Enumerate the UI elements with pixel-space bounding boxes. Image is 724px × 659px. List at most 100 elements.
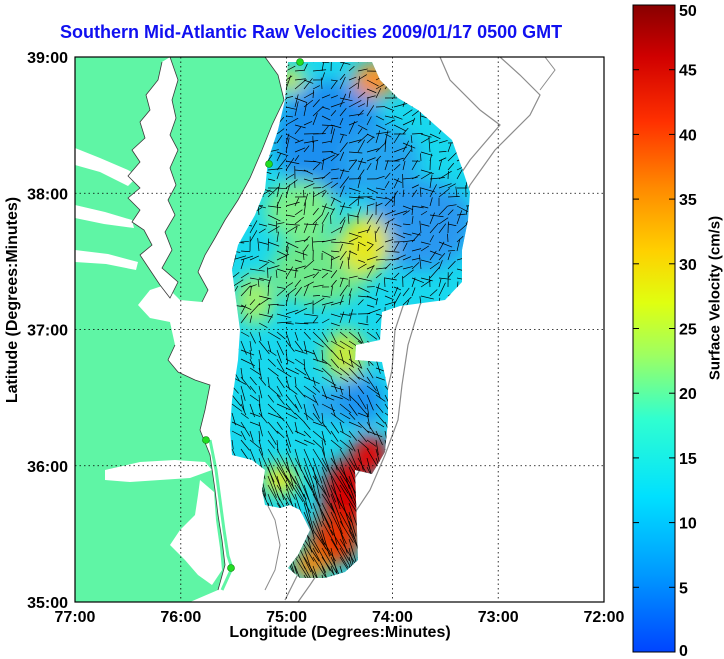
velocity-arrow <box>321 421 332 435</box>
velocity-arrow <box>312 565 322 578</box>
velocity-arrow <box>384 277 397 281</box>
velocity-arrow <box>384 196 394 202</box>
station-marker[interactable] <box>265 160 273 168</box>
velocity-arrow <box>249 394 259 402</box>
velocity-arrow <box>330 128 335 144</box>
velocity-arrow <box>303 367 311 380</box>
velocity-arrow <box>285 367 300 375</box>
velocity-arrow <box>267 403 277 413</box>
velocity-arrow <box>276 331 286 340</box>
velocity-arrow <box>402 256 412 261</box>
velocity-arrow <box>285 475 304 503</box>
velocity-arrow <box>357 206 362 216</box>
velocity-arrow <box>303 121 313 126</box>
velocity-arrow <box>357 160 367 164</box>
colorbar <box>632 4 676 653</box>
velocity-arrow <box>276 183 281 198</box>
station-marker[interactable] <box>227 564 235 572</box>
velocity-arrow <box>330 215 332 225</box>
velocity-arrow <box>321 94 331 99</box>
velocity-arrow <box>366 295 378 301</box>
velocity-arrow <box>339 205 352 209</box>
velocity-arrow <box>420 241 431 245</box>
velocity-arrow <box>438 151 447 153</box>
velocity-arrow <box>240 250 251 253</box>
y-tick-label: 37:00 <box>27 323 68 340</box>
velocity-arrow <box>312 349 319 362</box>
station-marker[interactable] <box>296 58 304 66</box>
velocity-arrow <box>375 226 380 234</box>
velocity-arrow <box>276 313 291 318</box>
velocity-arrow <box>411 174 420 180</box>
velocity-arrow <box>321 466 336 503</box>
velocity-arrow <box>312 240 325 243</box>
velocity-arrow <box>240 241 249 243</box>
velocity-arrow <box>303 302 313 306</box>
velocity-arrow <box>411 184 419 189</box>
velocity-arrow <box>384 106 395 112</box>
velocity-arrow <box>285 376 290 390</box>
velocity-arrow <box>420 295 434 300</box>
velocity-arrow <box>419 111 422 126</box>
velocity-arrow <box>348 403 358 416</box>
velocity-arrow <box>267 214 281 222</box>
velocity-arrow <box>339 538 356 564</box>
velocity-arrow <box>357 229 370 234</box>
velocity-arrow <box>258 295 272 300</box>
velocity-arrow <box>257 238 260 252</box>
velocity-arrow <box>366 264 375 279</box>
velocity-arrow <box>384 133 392 138</box>
velocity-arrow <box>303 178 314 183</box>
velocity-arrow <box>312 85 320 90</box>
velocity-arrow <box>429 222 439 234</box>
velocity-arrow <box>366 394 374 411</box>
velocity-arrow <box>429 174 433 189</box>
velocity-arrow <box>366 116 372 126</box>
velocity-arrow <box>330 394 343 400</box>
velocity-arrow <box>366 245 374 252</box>
velocity-arrow <box>294 279 301 288</box>
velocity-arrow <box>411 160 418 171</box>
velocity-arrow <box>402 242 408 252</box>
velocity-arrow <box>366 331 378 340</box>
velocity-arrow <box>303 484 313 510</box>
velocity-arrow <box>312 457 323 484</box>
velocity-arrow <box>330 110 337 117</box>
velocity-arrow <box>438 183 452 189</box>
velocity-arrow <box>321 301 334 306</box>
velocity-arrow <box>330 538 349 569</box>
velocity-arrow <box>303 103 307 117</box>
velocity-arrow <box>312 295 321 297</box>
velocity-arrow <box>366 385 380 396</box>
velocity-arrow <box>303 283 310 297</box>
velocity-arrow <box>240 385 246 401</box>
velocity-arrow <box>258 430 261 442</box>
velocity-arrow <box>249 421 260 426</box>
velocity-arrow <box>267 226 280 234</box>
velocity-arrow <box>285 115 294 118</box>
velocity-arrow <box>330 430 339 442</box>
velocity-arrow <box>258 263 268 270</box>
velocity-arrow <box>447 143 452 153</box>
velocity-arrow <box>375 196 387 200</box>
velocity-arrow <box>312 367 324 373</box>
velocity-arrow <box>456 168 464 180</box>
velocity-arrow <box>357 412 369 418</box>
velocity-arrow <box>267 259 275 264</box>
velocity-arrow <box>285 160 300 165</box>
velocity-arrow <box>276 231 279 243</box>
velocity-arrow <box>231 439 234 450</box>
velocity-arrow <box>366 187 378 194</box>
velocity-arrow <box>348 385 351 401</box>
velocity-arrow <box>411 189 418 198</box>
velocity-arrow <box>294 78 306 81</box>
station-marker[interactable] <box>202 436 210 444</box>
velocity-arrow <box>276 288 286 297</box>
velocity-arrow <box>357 176 362 189</box>
velocity-arrow <box>330 126 334 135</box>
velocity-arrow <box>267 367 279 377</box>
velocity-arrow <box>285 385 298 395</box>
velocity-arrow <box>420 137 431 144</box>
velocity-arrow <box>267 376 270 388</box>
